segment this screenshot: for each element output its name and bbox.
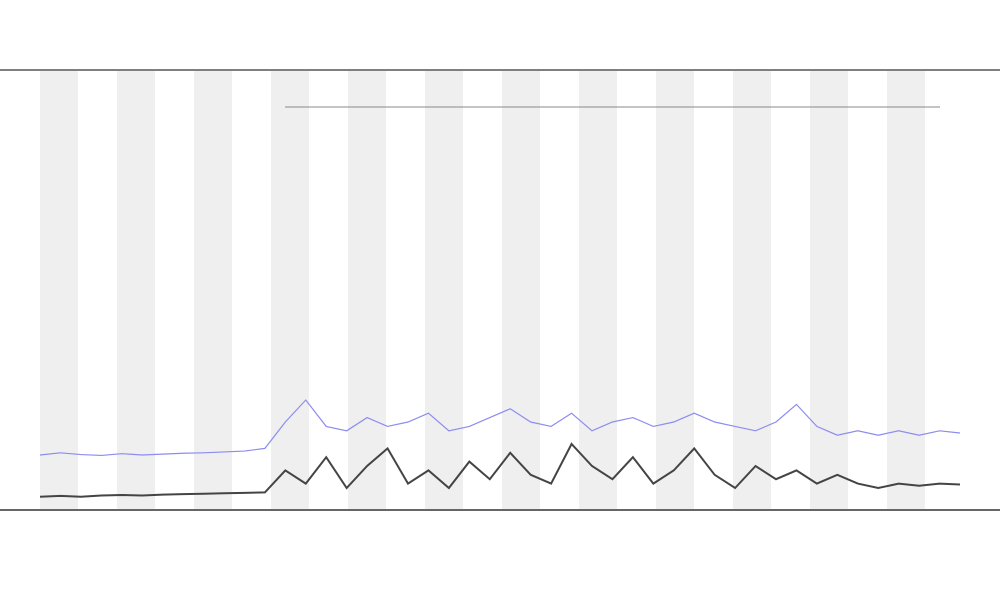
series-line [39, 399, 961, 457]
band [194, 71, 232, 509]
band [887, 71, 925, 509]
band [579, 71, 617, 509]
band [425, 71, 463, 509]
band [502, 71, 540, 509]
band [348, 71, 386, 509]
band [40, 71, 78, 509]
series-line [39, 442, 961, 498]
band [810, 71, 848, 509]
band [271, 71, 309, 509]
band [733, 71, 771, 509]
band [656, 71, 694, 509]
band [117, 71, 155, 509]
background-bands [40, 71, 925, 509]
